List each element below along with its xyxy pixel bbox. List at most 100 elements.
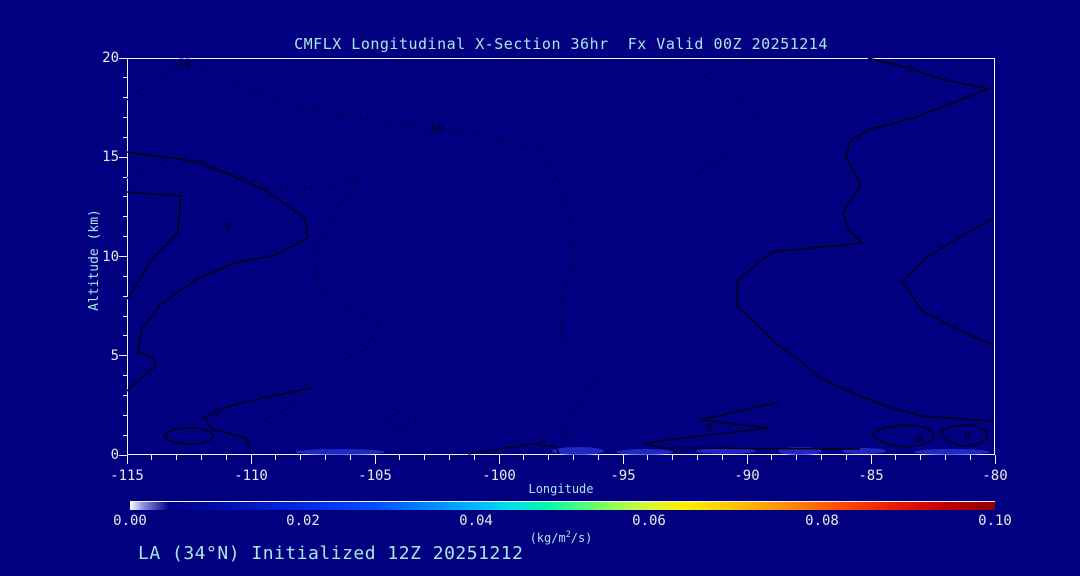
- x-tick: [820, 455, 822, 460]
- colorbar-units-label: (kg/m2/s): [529, 529, 593, 545]
- x-tick: [895, 455, 897, 460]
- x-tick: [647, 455, 649, 460]
- contour-line-level-0: [127, 151, 309, 392]
- x-tick-label: -80: [982, 468, 1008, 484]
- flux-shading-patch: [295, 449, 385, 455]
- contour-label: -10: [171, 58, 191, 71]
- x-tick: [845, 455, 847, 460]
- y-tick: [123, 295, 127, 297]
- y-tick: [123, 97, 127, 99]
- y-tick-label: 15: [102, 149, 119, 166]
- y-tick: [123, 176, 127, 178]
- x-tick: [225, 455, 227, 460]
- x-tick-label: -85: [858, 468, 884, 484]
- flux-shading-patch: [696, 448, 756, 454]
- y-tick: [123, 375, 127, 377]
- contour-line-level-0: [871, 424, 935, 448]
- x-tick: [250, 455, 252, 464]
- x-tick: [126, 455, 128, 464]
- x-tick: [622, 455, 624, 464]
- contour-label: 0: [540, 437, 547, 450]
- flux-shading-patch: [914, 449, 990, 455]
- x-tick: [349, 455, 351, 460]
- colorbar-tick-label: 0.02: [286, 513, 320, 529]
- y-tick-label: 5: [110, 347, 119, 364]
- x-tick: [870, 455, 872, 464]
- x-tick: [424, 455, 426, 460]
- x-tick: [473, 455, 475, 460]
- contour-line-level--10: [127, 157, 381, 430]
- contour-label: 0: [907, 63, 914, 76]
- x-tick: [300, 455, 302, 460]
- y-tick: [123, 117, 127, 119]
- flux-shading-patch: [552, 447, 604, 455]
- contour-line-level-0: [202, 387, 313, 450]
- y-tick: [123, 136, 127, 138]
- chart-title: CMFLX Longitudinal X-Section 36hr Fx Val…: [294, 35, 828, 53]
- y-tick-label: 10: [102, 248, 119, 265]
- flux-shading-patch: [617, 449, 673, 455]
- colorbar-tick-label: 0.04: [459, 513, 493, 529]
- y-tick: [123, 216, 127, 218]
- y-tick: [119, 355, 127, 357]
- contour-line-level-0: [940, 424, 988, 447]
- y-tick: [123, 394, 127, 396]
- y-tick: [119, 454, 127, 456]
- colorbar-tick-label: 0.00: [113, 513, 147, 529]
- x-tick: [498, 455, 500, 464]
- colorbar-tick-label: 0.06: [632, 513, 666, 529]
- x-tick-label: -100: [482, 468, 516, 484]
- x-tick: [176, 455, 178, 460]
- x-tick: [275, 455, 277, 460]
- x-tick: [572, 455, 574, 460]
- contour-line-level-0: [736, 58, 995, 422]
- x-tick-label: -105: [358, 468, 392, 484]
- plot-area: [127, 58, 995, 455]
- x-tick: [672, 455, 674, 460]
- x-axis-label: Longitude: [528, 482, 594, 496]
- x-tick-label: -115: [110, 468, 144, 484]
- contour-label: 0: [214, 406, 221, 419]
- y-tick: [119, 156, 127, 158]
- x-tick-label: -110: [234, 468, 268, 484]
- x-tick-label: -95: [610, 468, 636, 484]
- contour-line-level-0: [644, 401, 861, 450]
- colorbar: [130, 501, 995, 510]
- contour-label: 0: [706, 422, 713, 435]
- x-tick: [696, 455, 698, 460]
- contour-line-level-0: [127, 191, 182, 300]
- contour-line-level-0: [467, 443, 560, 455]
- x-tick: [994, 455, 996, 464]
- x-tick: [151, 455, 153, 460]
- y-tick: [123, 335, 127, 337]
- y-tick: [123, 414, 127, 416]
- x-tick: [944, 455, 946, 460]
- contour-line-level--10: [127, 64, 597, 443]
- x-tick: [200, 455, 202, 460]
- x-tick: [374, 455, 376, 464]
- y-tick: [119, 256, 127, 257]
- x-tick: [448, 455, 450, 460]
- x-tick: [523, 455, 525, 460]
- initialization-caption: LA (34°N) Initialized 12Z 20251212: [138, 543, 524, 564]
- contour-line-level-0: [164, 427, 214, 445]
- y-tick: [123, 77, 127, 79]
- x-tick: [796, 455, 798, 460]
- y-tick: [123, 275, 127, 277]
- y-tick: [119, 57, 127, 59]
- y-tick: [123, 196, 127, 198]
- x-tick: [597, 455, 599, 460]
- x-tick: [324, 455, 326, 460]
- x-tick: [399, 455, 401, 460]
- contour-line-level-0: [902, 217, 994, 346]
- x-tick: [969, 455, 971, 460]
- x-tick: [920, 455, 922, 460]
- y-tick: [123, 236, 127, 238]
- y-tick: [123, 315, 127, 317]
- contour-label: 0: [916, 433, 923, 446]
- colorbar-tick-label: 0.08: [805, 513, 839, 529]
- x-tick-label: -90: [734, 468, 760, 484]
- y-tick-label: 20: [102, 50, 119, 66]
- x-tick: [746, 455, 748, 464]
- contour-plot-canvas: -10 -10 0 0 0 0 0 0 0: [127, 58, 995, 455]
